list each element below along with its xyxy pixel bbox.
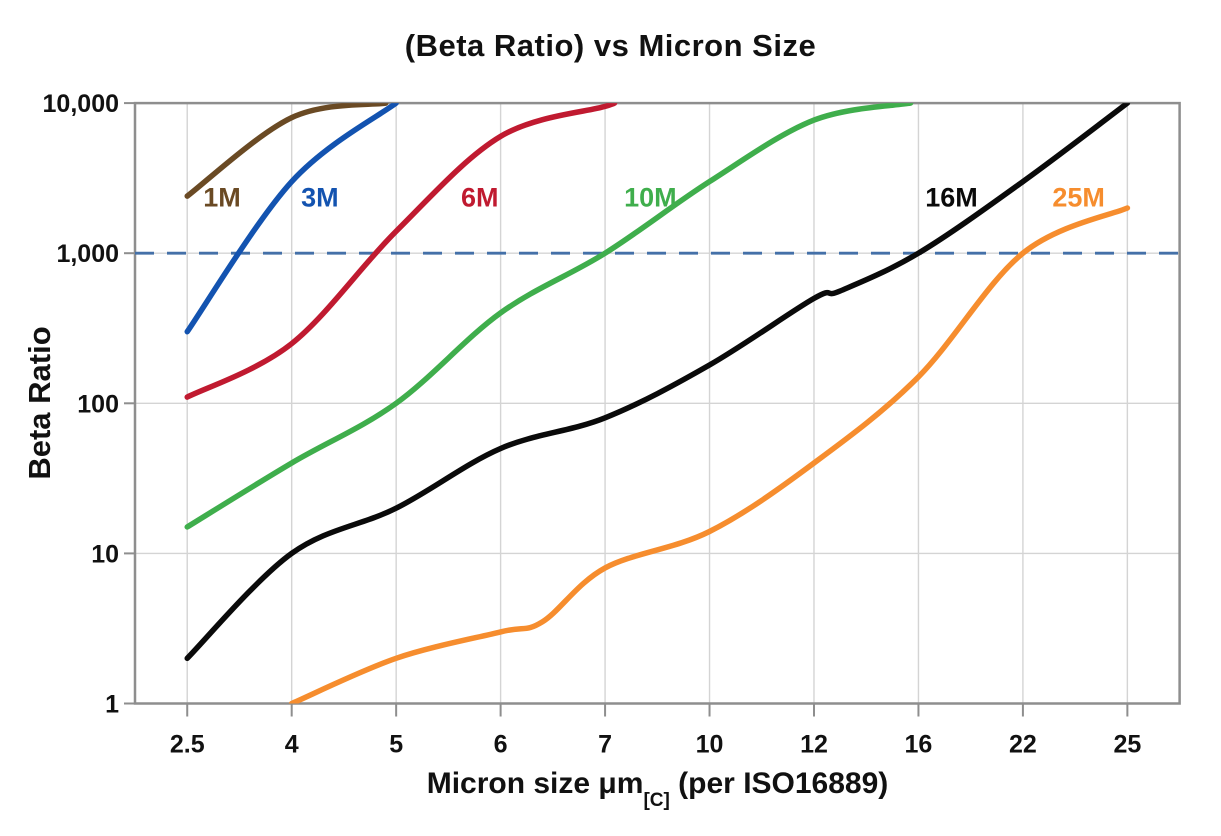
series-label-25M: 25M bbox=[1052, 183, 1105, 213]
x-tick-label: 7 bbox=[598, 731, 612, 759]
chart-title: (Beta Ratio) vs Micron Size bbox=[404, 28, 817, 63]
x-axis-title-main: Micron size μm bbox=[426, 767, 644, 800]
x-tick-label: 2.5 bbox=[170, 731, 205, 759]
series-line-6M bbox=[184, 103, 618, 400]
x-axis-title-subscript: [C] bbox=[643, 790, 670, 811]
series-label-16M: 16M bbox=[925, 183, 978, 213]
x-tick-label: 12 bbox=[800, 731, 828, 759]
series-line-1M bbox=[184, 103, 389, 199]
x-tick-label: 25 bbox=[1113, 731, 1141, 759]
series-line-10M bbox=[184, 103, 914, 530]
series-line-25M bbox=[288, 205, 1131, 704]
series-line-16M bbox=[184, 103, 1131, 662]
series-label-10M: 10M bbox=[624, 183, 677, 213]
series-label-3M: 3M bbox=[301, 183, 339, 213]
x-axis-title: Micron size μm[C] (per ISO16889) bbox=[135, 767, 1180, 811]
x-tick-label: 22 bbox=[1009, 731, 1037, 759]
y-tick-label: 100 bbox=[77, 390, 119, 418]
x-tick-label: 16 bbox=[905, 731, 933, 759]
y-tick-label: 1,000 bbox=[56, 240, 119, 268]
x-axis-title-suffix: (per ISO16889) bbox=[669, 767, 889, 800]
x-tick-label: 6 bbox=[494, 731, 508, 759]
x-tick-label: 10 bbox=[696, 731, 724, 759]
x-tick-label: 5 bbox=[389, 731, 403, 759]
y-tick-label: 1 bbox=[105, 691, 119, 719]
y-tick-label: 10,000 bbox=[43, 90, 119, 118]
y-tick-label: 10 bbox=[91, 540, 119, 568]
series-label-6M: 6M bbox=[461, 183, 499, 213]
x-tick-label: 4 bbox=[285, 731, 299, 759]
series-line-3M bbox=[184, 103, 399, 335]
series-label-1M: 1M bbox=[203, 183, 241, 213]
